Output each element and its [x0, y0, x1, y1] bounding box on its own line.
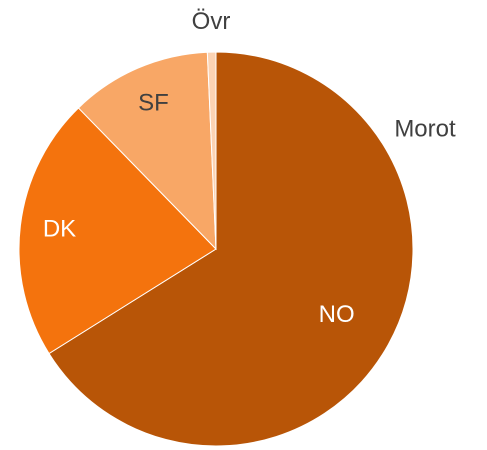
pie-slice — [206, 51, 217, 250]
slice-label: Övr — [192, 8, 231, 35]
chart-title: Morot — [394, 115, 456, 142]
pie-slice — [48, 51, 414, 447]
pie-slice — [77, 51, 217, 251]
slice-label: NO — [319, 301, 355, 328]
slice-label: DK — [43, 216, 76, 243]
slice-label: SF — [138, 90, 169, 117]
pie-slice — [18, 107, 217, 355]
